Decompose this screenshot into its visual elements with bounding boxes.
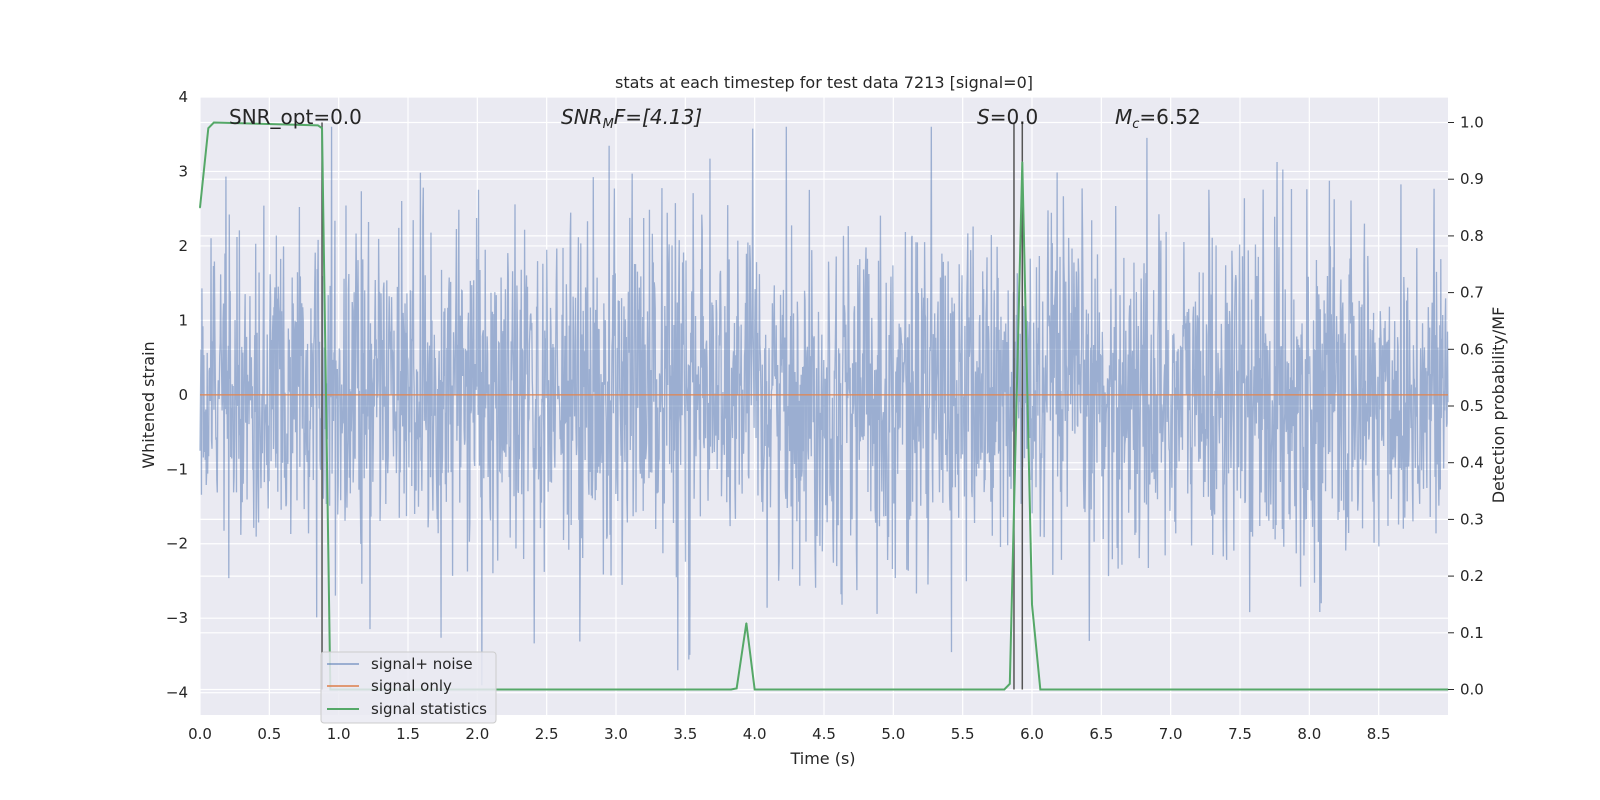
annotation-s: S=0.0 <box>977 105 1038 129</box>
x-tick-label: 2.5 <box>535 725 559 743</box>
x-tick-label: 1.0 <box>327 725 351 743</box>
x-tick-label: 0.0 <box>188 725 212 743</box>
statistics-point <box>1009 683 1011 685</box>
y-right-tick-label: 0.6 <box>1460 340 1484 358</box>
statistics-point <box>730 688 732 691</box>
annotation-mc: Mc=6.52 <box>1115 105 1201 132</box>
statistics-point <box>213 121 215 124</box>
statistics-point <box>745 622 748 624</box>
x-tick-label: 3.5 <box>673 725 697 743</box>
x-tick-label: 6.0 <box>1020 725 1044 743</box>
y-left-tick-label: 1 <box>178 311 188 329</box>
y-left-tick-label: −4 <box>166 684 188 702</box>
vertical-markers <box>321 122 1024 690</box>
legend-label-signal: signal only <box>371 677 452 695</box>
statistics-point <box>321 127 323 129</box>
chart-title: stats at each timestep for test data 721… <box>615 73 1033 92</box>
x-tick-label: 4.5 <box>812 725 836 743</box>
y-right-tick-label: 0.3 <box>1460 510 1484 528</box>
x-tick-label: 1.5 <box>396 725 420 743</box>
x-tick-label: 5.0 <box>881 725 905 743</box>
y-right-tick-label: 0.7 <box>1460 284 1484 302</box>
statistics-point <box>1031 603 1033 606</box>
x-tick-label: 8.0 <box>1297 725 1321 743</box>
y-right-tick-label: 0.0 <box>1460 680 1484 698</box>
y-left-tick-label: −1 <box>166 460 188 478</box>
x-tick-label: 6.5 <box>1089 725 1113 743</box>
y-right-tick-label: 0.4 <box>1460 454 1484 472</box>
y-right-tick-label: 0.5 <box>1460 397 1484 415</box>
annotation-snr-mf: SNRMF=[4.13] <box>561 105 702 132</box>
y-right-tick-label: 1.0 <box>1460 114 1484 132</box>
x-tick-label: 3.0 <box>604 725 628 743</box>
annotation-snr-opt: SNR_opt=0.0 <box>229 105 362 129</box>
y-right-tick-label: 0.2 <box>1460 567 1484 585</box>
y-left-tick-label: 0 <box>178 386 188 404</box>
x-tick-label: 2.0 <box>465 725 489 743</box>
y-left-tick-label: −3 <box>166 609 188 627</box>
y-left-axis-label: Whitened strain <box>139 341 158 468</box>
x-tick-label: 4.0 <box>743 725 767 743</box>
legend-box <box>320 651 497 724</box>
x-axis-label: Time (s) <box>789 749 855 768</box>
legend-label-statistics: signal statistics <box>371 700 487 718</box>
statistics-point <box>317 124 319 127</box>
legend: signal+ noise signal only signal statist… <box>320 651 497 724</box>
statistics-point <box>1003 688 1006 691</box>
y-right-axis-label: Detection probability/MF <box>1489 307 1508 504</box>
statistics-point <box>1021 161 1024 163</box>
y-left-tick-label: 2 <box>178 237 188 255</box>
y-left-tick-label: 4 <box>178 88 188 106</box>
statistics-point <box>753 688 756 691</box>
y-right-tick-labels: 1.0 0.9 0.8 0.7 0.6 0.5 0.4 0.3 0.2 0.1 0.0 <box>1448 114 1484 698</box>
x-tick-label: 5.5 <box>951 725 975 743</box>
statistics-point <box>735 687 738 690</box>
legend-label-noise: signal+ noise <box>371 655 473 673</box>
noise-trace <box>199 126 1449 686</box>
statistics-point <box>1039 688 1042 691</box>
y-right-tick-label: 0.8 <box>1460 227 1484 245</box>
y-right-tick-label: 0.9 <box>1460 170 1484 188</box>
x-tick-label: 7.5 <box>1228 725 1252 743</box>
y-left-tick-label: −2 <box>166 535 188 553</box>
x-tick-label: 8.5 <box>1367 725 1391 743</box>
statistics-point <box>199 206 201 209</box>
x-tick-label: 0.5 <box>257 725 281 743</box>
y-left-tick-labels: 4 3 2 1 0 −1 −2 −3 −4 <box>166 88 188 702</box>
x-tick-labels: 0.0 0.5 1.0 1.5 2.0 2.5 3.0 3.5 4.0 4.5 5.0 5.5 6.0 6… <box>188 725 1391 743</box>
y-left-tick-label: 3 <box>178 162 188 180</box>
noise-series <box>199 126 1449 686</box>
statistics-point <box>207 127 210 129</box>
statistics-trace <box>199 121 1448 691</box>
x-tick-label: 7.0 <box>1159 725 1183 743</box>
y-right-tick-label: 0.1 <box>1460 624 1484 642</box>
